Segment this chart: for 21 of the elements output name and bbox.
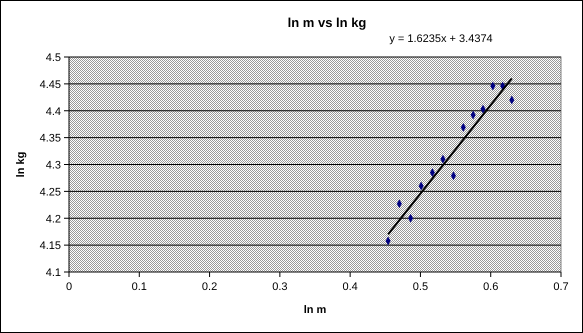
y-tick-label: 4.3 <box>46 160 61 172</box>
x-tick-label: 0.7 <box>553 281 569 293</box>
x-axis-title: ln m <box>304 304 327 316</box>
y-tick-label: 4.35 <box>40 132 61 145</box>
x-tick-label: 0 <box>66 281 72 293</box>
x-tick-label: 0.3 <box>272 281 288 293</box>
y-axis-title: ln kg <box>15 152 27 178</box>
y-tick-label: 4.5 <box>46 52 61 64</box>
y-tick-label: 4.2 <box>46 213 61 226</box>
y-tick-label: 4.45 <box>40 78 61 91</box>
y-tick-label: 4.25 <box>40 186 61 198</box>
x-tick-label: 0.4 <box>342 281 358 293</box>
text: y = 1.6235x + 3.4374 <box>389 33 493 45</box>
y-tick-label: 4.4 <box>46 106 61 118</box>
x-tick-label: 0.1 <box>132 281 147 293</box>
x-tick-label: 0.2 <box>202 281 218 293</box>
x-tick-label: 0.5 <box>412 281 428 293</box>
chart-title: ln m vs ln kg <box>288 15 366 30</box>
y-tick-label: 4.15 <box>40 240 61 252</box>
x-tick-label: 0.6 <box>483 281 498 293</box>
y-tick-label: 4.1 <box>46 267 61 279</box>
